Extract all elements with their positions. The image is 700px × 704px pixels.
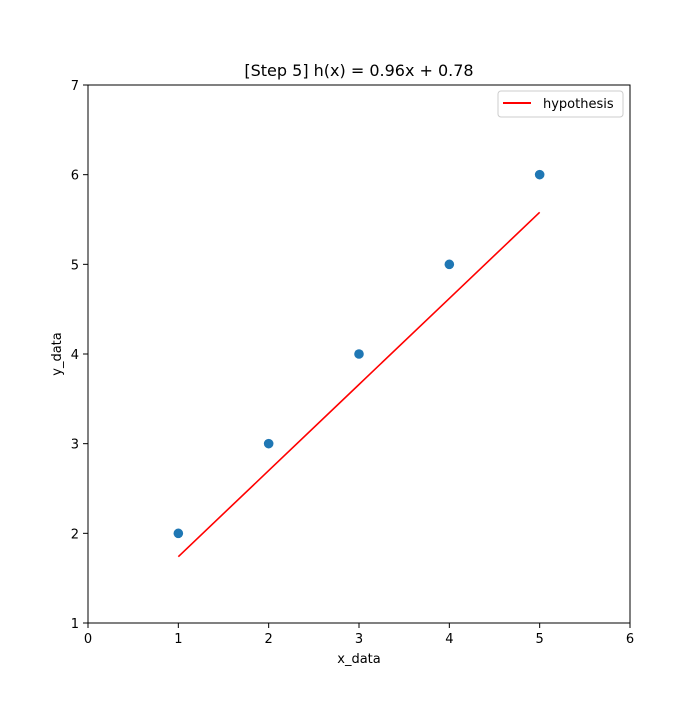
x-tick-label: 2 (265, 632, 273, 647)
legend: hypothesis (497, 90, 624, 118)
y-tick-label: 1 (71, 617, 79, 632)
y-tick-label: 3 (71, 438, 79, 453)
y-tick-label: 7 (71, 79, 79, 94)
data-point (173, 528, 184, 539)
data-point (534, 169, 545, 180)
x-tick-label: 1 (174, 632, 182, 647)
x-tick-label: 6 (626, 632, 634, 647)
chart-title: [Step 5] h(x) = 0.96x + 0.78 (244, 61, 473, 80)
data-point (354, 349, 364, 359)
data-point (444, 259, 455, 270)
legend-label-hypothesis: hypothesis (543, 97, 614, 112)
x-axis-ticks: 0 1 2 3 4 5 6 (84, 623, 634, 647)
x-axis-label: x_data (337, 652, 380, 667)
y-tick-label: 2 (71, 527, 79, 542)
data-point (263, 438, 274, 449)
y-tick-label: 5 (71, 258, 79, 273)
y-tick-label: 4 (71, 348, 79, 363)
legend-box (497, 90, 624, 118)
x-tick-label: 0 (84, 632, 92, 647)
data-points (173, 169, 545, 539)
hypothesis-series (177, 211, 541, 558)
hypothesis-line (177, 211, 541, 558)
x-tick-label: 3 (355, 632, 363, 647)
x-tick-label: 4 (445, 632, 453, 647)
y-tick-label: 6 (71, 169, 79, 184)
x-tick-label: 5 (536, 632, 544, 647)
y-axis-ticks: 1 2 3 4 5 6 7 (71, 79, 88, 632)
y-axis-label: y_data (50, 332, 65, 375)
